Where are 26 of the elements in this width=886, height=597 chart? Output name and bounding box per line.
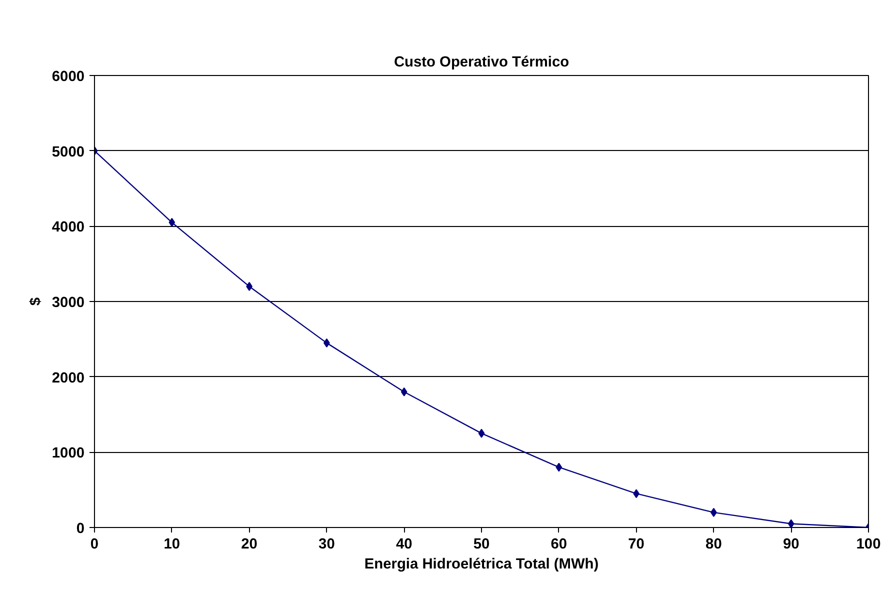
x-tick-label: 10 [164, 536, 180, 552]
chart-title: Custo Operativo Térmico [394, 54, 570, 70]
y-tick-label: 6000 [52, 69, 85, 85]
x-tick-label: 0 [90, 536, 99, 552]
y-tick-label: 4000 [52, 220, 85, 236]
x-tick-label: 70 [628, 536, 644, 552]
x-tick-label: 30 [318, 536, 335, 552]
y-axis-title: $ [28, 297, 44, 306]
x-axis-title: Energia Hidroelétrica Total (MWh) [364, 556, 599, 572]
x-tick-label: 80 [706, 536, 722, 552]
x-tick-label: 50 [473, 536, 490, 552]
y-tick-label: 0 [76, 521, 85, 537]
point [788, 519, 794, 528]
x-tick-label: 100 [856, 536, 881, 552]
x-tick-label: 90 [782, 536, 800, 552]
y-tick-label: 5000 [52, 144, 85, 160]
x-tick-label: 60 [550, 536, 568, 552]
x-tick-label: 40 [396, 536, 412, 552]
point [478, 428, 485, 438]
y-tick-label: 3000 [52, 295, 85, 311]
x-tick-label: 20 [241, 536, 258, 552]
y-tick-label: 1000 [52, 446, 85, 462]
y-tick-label: 2000 [52, 370, 85, 386]
point [556, 462, 562, 472]
point [168, 218, 176, 227]
point [400, 387, 408, 396]
